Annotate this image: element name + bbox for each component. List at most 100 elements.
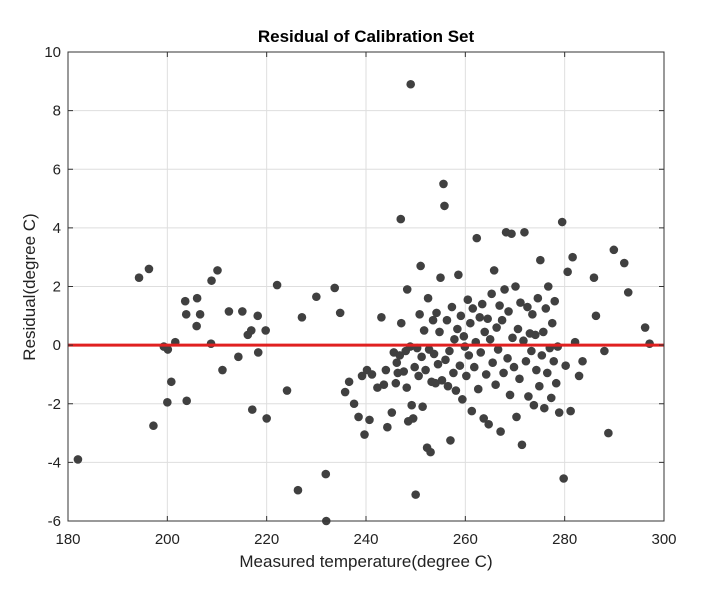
data-point xyxy=(396,214,406,224)
data-point xyxy=(340,387,350,397)
data-point xyxy=(459,332,469,341)
data-point xyxy=(423,293,433,303)
data-point xyxy=(479,414,489,423)
data-point xyxy=(383,422,392,432)
data-point xyxy=(550,296,560,306)
data-point xyxy=(561,361,570,370)
data-point xyxy=(528,310,537,319)
data-point xyxy=(527,346,536,356)
data-point xyxy=(213,266,222,275)
data-point xyxy=(429,349,439,359)
data-point xyxy=(454,270,463,280)
data-point xyxy=(207,276,216,285)
data-point xyxy=(521,356,531,366)
data-point xyxy=(440,201,449,211)
data-point xyxy=(437,376,447,385)
data-point xyxy=(408,414,418,423)
data-point xyxy=(540,403,549,413)
data-point xyxy=(523,302,532,312)
data-point xyxy=(568,252,577,262)
data-point xyxy=(451,386,461,395)
data-point xyxy=(272,280,282,290)
data-point xyxy=(512,412,521,422)
data-point xyxy=(462,371,471,381)
x-tick-label: 200 xyxy=(155,531,180,548)
data-point xyxy=(541,304,551,313)
data-point xyxy=(505,390,515,400)
data-point xyxy=(495,301,504,310)
x-tick-label: 280 xyxy=(552,531,577,548)
data-point xyxy=(499,368,508,378)
data-point xyxy=(500,285,509,294)
plot-axes xyxy=(67,51,665,522)
data-point xyxy=(449,368,458,378)
data-point xyxy=(399,367,409,376)
data-point xyxy=(559,474,568,483)
data-point xyxy=(492,323,501,332)
data-point xyxy=(446,436,455,445)
data-point xyxy=(513,324,523,334)
data-point xyxy=(357,371,367,381)
data-point xyxy=(619,258,629,268)
data-point xyxy=(488,358,497,368)
data-point xyxy=(547,318,557,328)
data-point xyxy=(481,370,491,379)
data-point xyxy=(539,327,548,337)
data-point xyxy=(453,324,462,334)
x-tick-label: 260 xyxy=(453,531,478,548)
tick-labels: 180 200 220 240 260 280 300 -6 -4 -2 0 2 4 6 8 10 xyxy=(44,44,676,548)
chart-title: Residual of Calibration Set xyxy=(257,27,475,46)
data-point xyxy=(414,371,423,381)
data-point xyxy=(402,383,412,392)
data-point xyxy=(431,378,440,388)
data-point xyxy=(439,179,448,189)
data-point xyxy=(458,395,467,404)
data-point xyxy=(391,378,401,388)
plot-frame xyxy=(67,51,665,522)
x-tick-label: 220 xyxy=(254,531,279,548)
data-point xyxy=(557,217,567,227)
data-point xyxy=(426,447,435,457)
data-point xyxy=(144,264,154,274)
data-point xyxy=(373,383,382,392)
data-point xyxy=(365,415,374,425)
data-point xyxy=(321,469,331,479)
y-tick-label: 6 xyxy=(53,161,61,178)
data-point xyxy=(445,346,454,356)
data-point xyxy=(464,351,474,360)
data-point xyxy=(487,289,496,299)
data-point xyxy=(418,402,427,411)
data-point xyxy=(377,312,386,322)
grid-lines xyxy=(67,51,665,522)
data-point xyxy=(335,308,345,318)
data-point xyxy=(469,362,479,372)
data-points xyxy=(73,79,654,526)
data-point xyxy=(529,400,539,410)
data-point xyxy=(549,356,559,366)
data-point xyxy=(163,345,173,354)
data-point xyxy=(433,359,443,369)
data-point xyxy=(447,302,457,312)
data-point xyxy=(411,490,420,499)
data-point xyxy=(415,310,424,319)
data-point xyxy=(536,255,545,265)
data-point xyxy=(392,358,402,368)
data-point xyxy=(455,361,465,370)
data-point xyxy=(379,380,389,389)
data-point xyxy=(524,392,533,401)
data-point xyxy=(467,406,477,416)
data-point xyxy=(428,315,438,325)
data-point xyxy=(532,365,541,375)
data-point xyxy=(475,312,485,322)
data-point xyxy=(566,406,575,416)
data-point xyxy=(483,314,492,324)
data-point xyxy=(435,327,444,337)
data-point xyxy=(493,345,503,354)
data-point xyxy=(516,298,525,307)
data-point xyxy=(533,293,543,303)
data-point xyxy=(253,348,263,357)
data-point xyxy=(312,292,321,302)
y-tick-label: 8 xyxy=(53,103,61,120)
data-point xyxy=(480,327,490,337)
